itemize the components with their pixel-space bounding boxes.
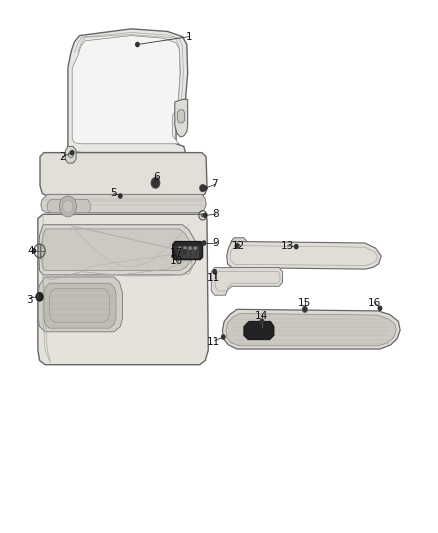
Circle shape [136, 43, 139, 46]
Text: 3: 3 [26, 295, 32, 305]
Circle shape [32, 249, 36, 253]
Text: 9: 9 [213, 238, 219, 248]
Text: 12: 12 [232, 240, 245, 251]
Circle shape [294, 245, 298, 249]
Polygon shape [39, 225, 197, 275]
Circle shape [68, 151, 74, 158]
Circle shape [204, 186, 207, 190]
Circle shape [222, 335, 225, 339]
Text: 1: 1 [186, 31, 192, 42]
Polygon shape [223, 309, 400, 349]
Polygon shape [244, 321, 274, 340]
Circle shape [202, 241, 206, 245]
Circle shape [36, 295, 39, 299]
Text: 7: 7 [212, 180, 218, 190]
Polygon shape [72, 36, 180, 144]
Polygon shape [227, 241, 381, 269]
Circle shape [119, 194, 122, 198]
Circle shape [174, 246, 178, 251]
Bar [183, 246, 187, 256]
Circle shape [71, 150, 74, 155]
Circle shape [303, 307, 307, 311]
Text: 16: 16 [368, 298, 381, 308]
Text: 6: 6 [153, 172, 160, 182]
Text: 5: 5 [110, 188, 117, 198]
Circle shape [189, 247, 191, 249]
Text: 8: 8 [213, 209, 219, 219]
Text: 11: 11 [207, 337, 220, 347]
Circle shape [184, 247, 186, 249]
Text: 13: 13 [281, 240, 294, 251]
Circle shape [194, 247, 196, 249]
Circle shape [200, 184, 206, 192]
Circle shape [260, 319, 264, 324]
Polygon shape [41, 195, 206, 213]
Text: 14: 14 [255, 311, 268, 321]
Polygon shape [231, 238, 247, 254]
Text: 10: 10 [170, 256, 183, 266]
Polygon shape [65, 147, 76, 163]
Polygon shape [173, 241, 203, 260]
Polygon shape [41, 229, 192, 271]
Circle shape [378, 306, 381, 310]
Circle shape [179, 247, 180, 249]
Circle shape [36, 293, 43, 301]
Polygon shape [40, 152, 207, 196]
Text: 11: 11 [207, 273, 220, 283]
Circle shape [183, 250, 187, 254]
Circle shape [204, 213, 207, 217]
Circle shape [302, 306, 307, 312]
Bar [188, 246, 192, 256]
Circle shape [201, 214, 204, 217]
Polygon shape [38, 277, 123, 332]
Text: 17: 17 [170, 248, 183, 259]
Circle shape [235, 244, 239, 248]
Circle shape [213, 270, 216, 274]
Polygon shape [47, 200, 90, 213]
Polygon shape [44, 283, 116, 328]
Bar [177, 246, 182, 256]
Polygon shape [211, 268, 283, 295]
Polygon shape [226, 313, 396, 346]
Circle shape [63, 200, 73, 213]
Polygon shape [38, 214, 208, 365]
Polygon shape [175, 99, 187, 137]
Circle shape [151, 177, 160, 188]
Text: 15: 15 [298, 298, 311, 308]
Circle shape [59, 196, 77, 217]
Polygon shape [68, 29, 187, 152]
Text: 4: 4 [28, 246, 34, 256]
Polygon shape [177, 110, 185, 123]
Text: 2: 2 [59, 152, 66, 162]
Bar [193, 246, 198, 256]
Circle shape [154, 181, 157, 185]
